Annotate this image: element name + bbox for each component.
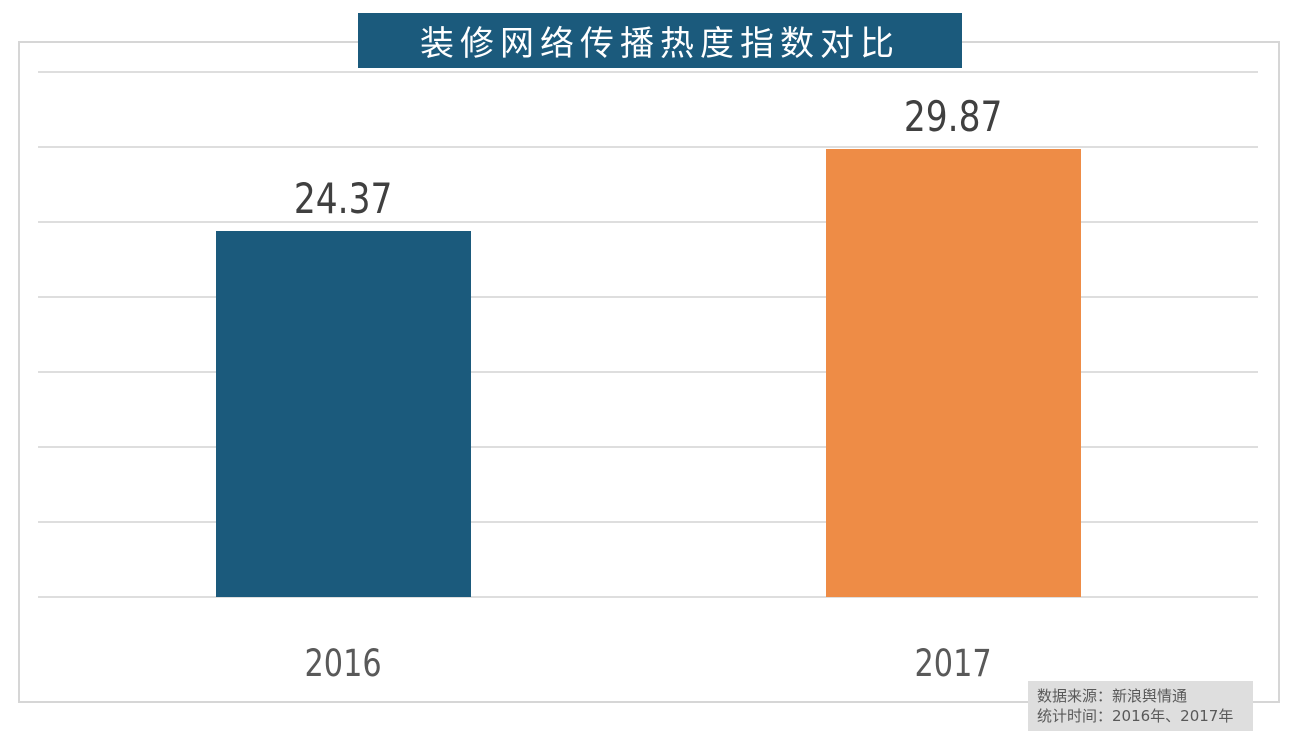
value-text-2017: 29.87: [904, 92, 1003, 141]
chart-title: 装修网络传播热度指数对比: [420, 24, 900, 64]
gridline: [38, 521, 1258, 523]
value-text-2016: 24.37: [294, 174, 393, 223]
gridline: [38, 146, 1258, 148]
source-note-line1: 数据来源：新浪舆情通: [1037, 687, 1188, 705]
gridline: [38, 446, 1258, 448]
gridline: [38, 71, 1258, 73]
value-label-2016: 24.37: [216, 178, 471, 220]
chart-title-box: 装修网络传播热度指数对比: [358, 13, 962, 68]
bar-2017: [826, 149, 1081, 597]
source-note-line2: 统计时间：2016年、2017年: [1037, 707, 1234, 725]
value-label-2017: 29.87: [826, 96, 1081, 138]
gridline: [38, 371, 1258, 373]
x-axis-label-2016: 2016: [216, 644, 471, 684]
gridline: [38, 596, 1258, 598]
gridline: [38, 221, 1258, 223]
gridline: [38, 296, 1258, 298]
source-note-box: 数据来源：新浪舆情通 统计时间：2016年、2017年: [1028, 681, 1253, 731]
x-axis-text-2016: 2016: [304, 642, 383, 685]
x-axis-label-2017: 2017: [826, 644, 1081, 684]
x-axis-text-2017: 2017: [914, 642, 993, 685]
bar-2016: [216, 231, 471, 597]
